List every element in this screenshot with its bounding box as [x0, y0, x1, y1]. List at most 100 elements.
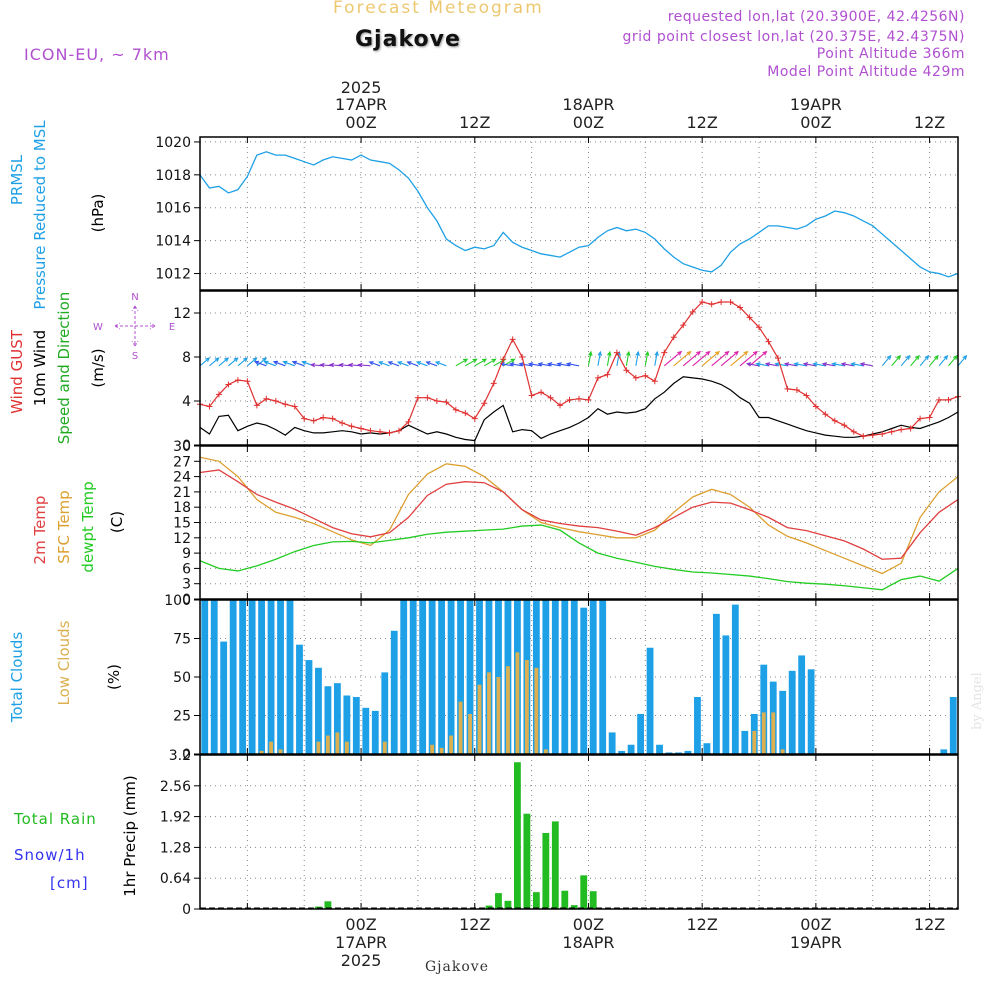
total-cloud-bar	[760, 664, 768, 754]
low-cloud-bar	[278, 749, 283, 754]
wind-direction-arrow	[397, 361, 409, 367]
dewpt-line	[199, 524, 959, 591]
wind-arrow-head	[896, 354, 901, 360]
wind-arrow-head	[387, 361, 393, 366]
gust-marker	[898, 426, 905, 433]
gust-marker	[424, 394, 431, 401]
top-hour-label: 12Z	[459, 113, 490, 132]
gust-marker	[613, 349, 620, 356]
wind-direction-arrow	[606, 351, 611, 366]
wind-arrow-head	[301, 360, 307, 365]
y-tick-label: 18	[173, 500, 191, 516]
requested-coords: requested lon,lat (20.3900E, 42.4256N)	[667, 9, 965, 25]
low-cloud-bar	[487, 672, 491, 754]
wind-arrow-head	[252, 357, 258, 362]
low-cloud-bar	[543, 749, 548, 754]
gust-marker	[339, 420, 346, 426]
wind-arrow-head	[821, 362, 828, 367]
gust-marker	[793, 387, 800, 393]
wind-direction-arrow	[692, 351, 710, 367]
wind-arrow-head	[607, 350, 612, 357]
y-tick-label: 0	[182, 592, 191, 608]
wind-direction-arrow	[730, 351, 748, 367]
gust-marker	[282, 401, 289, 408]
wind-arrow-head	[915, 354, 920, 360]
gust-marker	[812, 403, 819, 410]
y-tick-label: 6	[182, 561, 191, 577]
total-cloud-bar	[561, 600, 569, 754]
total-cloud-bar	[324, 686, 332, 754]
gust-marker	[414, 394, 421, 401]
y-tick-label: 0	[182, 747, 191, 763]
gust-marker	[310, 417, 317, 424]
total-cloud-bar	[296, 644, 303, 754]
gust-marker	[727, 299, 734, 305]
wind-direction-arrow	[548, 363, 561, 367]
compass-s: S	[132, 351, 138, 362]
gust-marker	[784, 385, 791, 392]
wind-arrow-head	[472, 358, 478, 363]
gust-marker	[234, 377, 241, 384]
gust-marker	[699, 299, 706, 305]
temp-2m-line	[199, 469, 959, 560]
low-cloud-bar	[534, 667, 539, 754]
model-label: ICON-EU, ~ 7km	[24, 45, 170, 64]
gust-marker	[547, 394, 554, 401]
rain-bar	[561, 890, 569, 909]
wind-arrow-head	[262, 357, 268, 362]
bottom-hour-label: 00Z	[573, 915, 604, 934]
low-cloud-bar	[468, 713, 472, 754]
wind-direction-arrow	[803, 363, 816, 367]
precipitation-panel: 0 0.64 1.28 1.92 2.56 3.2	[160, 748, 958, 918]
wind-arrow-head	[850, 362, 856, 367]
wind-arrow-head	[319, 362, 325, 368]
location-title: Gjakove	[355, 27, 461, 52]
total-cloud-bar	[608, 732, 616, 754]
wind-direction-arrow	[597, 351, 601, 366]
wind-arrow-head	[588, 350, 593, 357]
wind-direction-arrow	[378, 361, 390, 367]
wind-arrow-head	[291, 360, 297, 365]
bottom-hour-label: 12Z	[914, 915, 945, 934]
wind-arrow-head	[654, 350, 659, 357]
label-dewpt-temp: dewpt Temp	[79, 481, 97, 572]
total-cloud-bar	[788, 670, 796, 754]
wind-direction-arrow	[247, 357, 257, 367]
y-tick-label: 1014	[155, 234, 191, 250]
clouds-frame	[199, 599, 959, 755]
label-ms: (m/s)	[89, 348, 107, 387]
y-tick-label: 15	[173, 516, 191, 532]
wind-arrow-head	[812, 362, 818, 367]
rain-bar	[514, 762, 521, 909]
total-cloud-bar	[457, 600, 464, 754]
rain-bar	[542, 832, 550, 909]
total-cloud-bar	[731, 604, 739, 754]
gust-marker	[737, 304, 744, 311]
gust-marker	[367, 427, 374, 434]
compass-e: E	[169, 322, 175, 333]
wind-direction-arrow	[900, 355, 910, 367]
gust-marker	[291, 403, 298, 410]
total-cloud-bar	[551, 600, 559, 754]
wind-arrow-head	[635, 350, 640, 357]
wind-direction-arrow	[358, 364, 371, 367]
wind-arrow-head	[597, 350, 602, 357]
wind-arrow-head	[546, 362, 553, 367]
y-tick-label: 1020	[155, 135, 191, 151]
total-cloud-bar	[371, 710, 379, 754]
wind-direction-arrow	[832, 363, 845, 367]
wind-direction-arrow	[465, 358, 477, 367]
label-total-rain: Total Rain	[13, 810, 97, 828]
pressure-panel: 1012 1014 1016 1018 1020	[155, 135, 959, 290]
total-cloud-bar	[712, 613, 720, 754]
label-pressure-msl: Pressure Reduced to MSL	[31, 120, 49, 310]
wind-arrow-head	[752, 350, 758, 356]
gust-marker	[708, 301, 715, 308]
total-cloud-bar	[665, 752, 673, 754]
gust-marker	[471, 415, 478, 422]
wind-arrow-head	[802, 362, 809, 367]
total-cloud-bar	[419, 600, 427, 754]
gust-marker	[395, 427, 402, 434]
wind-direction-arrow	[273, 361, 286, 367]
